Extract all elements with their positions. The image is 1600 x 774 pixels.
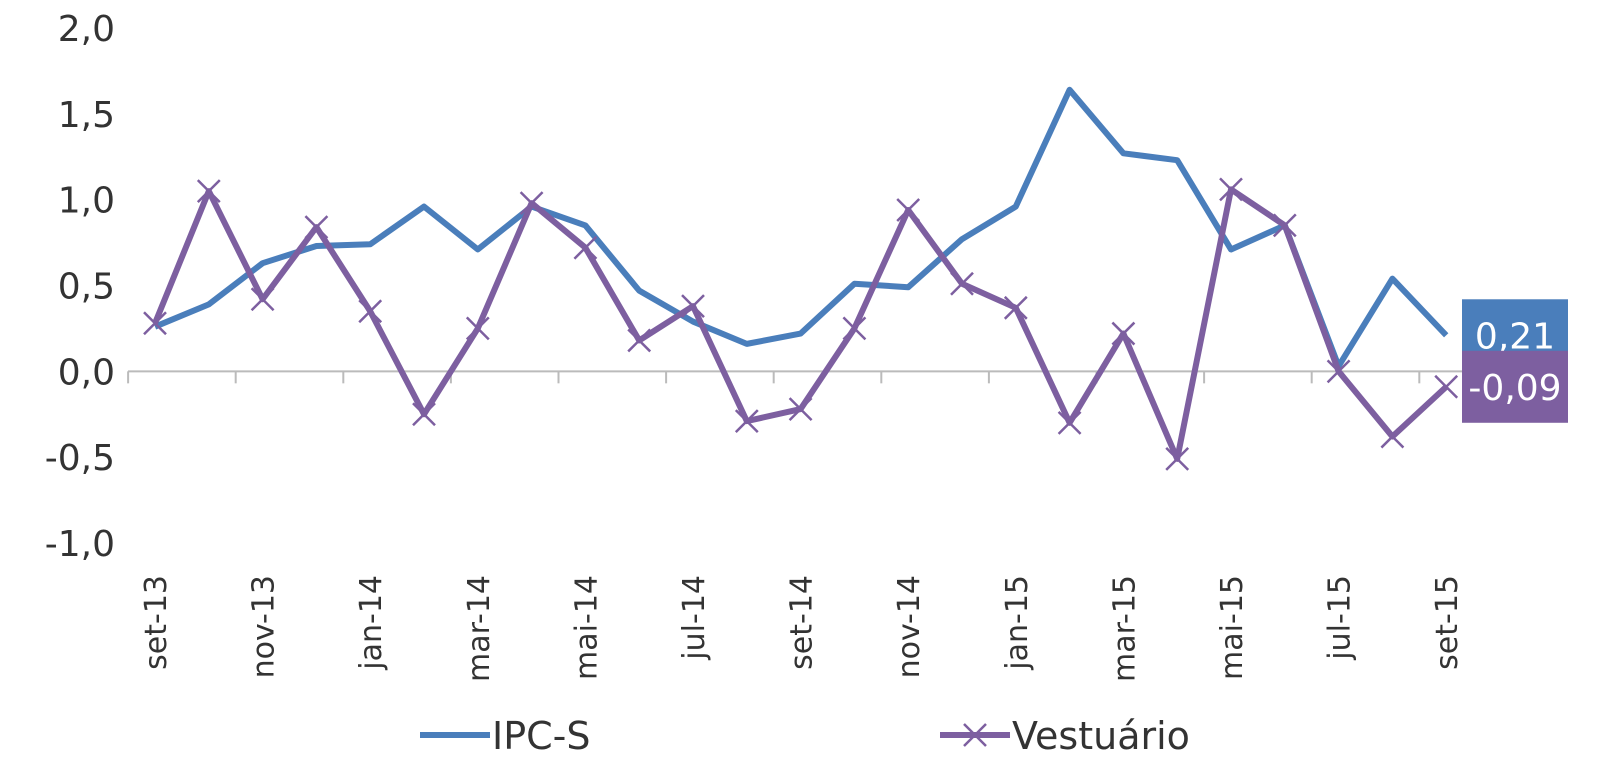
y-tick-label: -0,5 bbox=[45, 438, 115, 479]
x-tick-label: jan-14 bbox=[354, 575, 389, 671]
y-tick-label: 2,0 bbox=[58, 9, 115, 50]
marker bbox=[1219, 177, 1243, 202]
marker bbox=[573, 235, 598, 260]
marker bbox=[1326, 359, 1351, 384]
marker bbox=[681, 294, 705, 318]
marker bbox=[519, 191, 544, 215]
marker bbox=[950, 271, 974, 296]
marker bbox=[734, 409, 759, 434]
x-tick-label: mai-15 bbox=[1215, 575, 1250, 680]
marker bbox=[143, 311, 167, 336]
value-label-box bbox=[1462, 350, 1568, 423]
marker bbox=[1003, 295, 1028, 320]
y-tick-label: 0,5 bbox=[58, 267, 115, 308]
marker bbox=[1111, 321, 1136, 346]
value-label: -0,09 bbox=[1462, 350, 1568, 423]
legend-label: Vestuário bbox=[1012, 714, 1190, 758]
x-tick-label: jul-15 bbox=[1323, 575, 1358, 661]
series-line bbox=[152, 186, 1449, 462]
x-tick-label: jul-14 bbox=[677, 575, 712, 661]
series-line bbox=[153, 86, 1449, 370]
legend-label: IPC-S bbox=[492, 714, 591, 758]
marker bbox=[1380, 424, 1405, 449]
marker bbox=[1272, 213, 1297, 238]
x-tick-label: mai-14 bbox=[569, 575, 604, 680]
value-label-text: -0,09 bbox=[1468, 368, 1561, 409]
marker bbox=[465, 316, 490, 341]
marker bbox=[1165, 446, 1190, 471]
marker bbox=[412, 402, 436, 427]
marker bbox=[896, 198, 921, 222]
marker bbox=[627, 328, 652, 353]
marker bbox=[1434, 374, 1459, 399]
x-tick-label: nov-13 bbox=[247, 575, 282, 678]
y-tick-label: 1,5 bbox=[58, 95, 115, 136]
marker bbox=[842, 316, 867, 341]
x-tick-label: set-15 bbox=[1430, 575, 1465, 670]
legend-marker bbox=[963, 723, 987, 747]
marker bbox=[196, 179, 221, 203]
y-tick-label: 0,0 bbox=[58, 352, 115, 393]
marker bbox=[358, 299, 383, 324]
marker bbox=[304, 215, 329, 240]
y-tick-label: 1,0 bbox=[58, 181, 115, 222]
marker bbox=[1057, 410, 1082, 435]
value-label-text: 0,21 bbox=[1475, 316, 1555, 357]
x-tick-label: mar-15 bbox=[1107, 575, 1142, 682]
x-tick-label: set-14 bbox=[785, 575, 820, 670]
y-tick-label: -1,0 bbox=[45, 524, 115, 565]
marker bbox=[788, 397, 813, 421]
x-tick-label: set-13 bbox=[139, 575, 174, 670]
x-tick-label: jan-15 bbox=[1000, 575, 1035, 671]
marker bbox=[250, 287, 275, 312]
x-tick-label: mar-14 bbox=[462, 575, 497, 682]
x-tick-label: nov-14 bbox=[892, 575, 927, 678]
